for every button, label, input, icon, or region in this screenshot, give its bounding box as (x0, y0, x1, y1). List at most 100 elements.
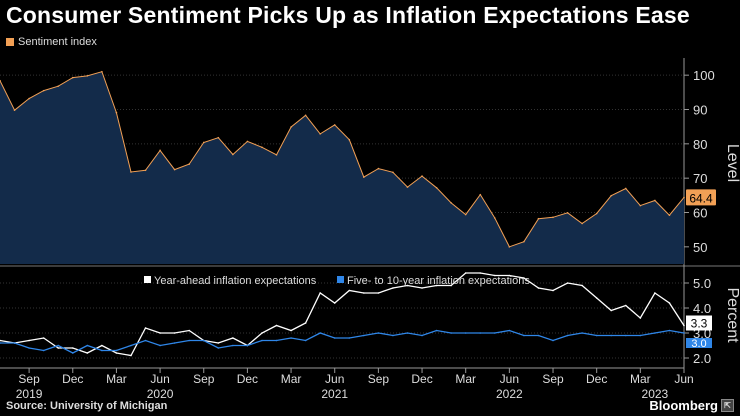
sentiment-point (28, 97, 30, 100)
sentiment-point (435, 186, 438, 189)
long-run-line-point (668, 329, 671, 332)
year-ahead-line-point (683, 324, 685, 327)
year-ahead-line-point (0, 339, 1, 342)
x-tick-label: Mar (455, 372, 476, 386)
sentiment-point (202, 141, 205, 144)
x-year-label: 2019 (16, 387, 43, 401)
year-ahead-line (0, 272, 685, 357)
year-ahead-line-point (173, 332, 176, 334)
sentiment-point (552, 216, 554, 219)
sentiment-value-tag (686, 189, 716, 206)
sentiment-point (0, 79, 1, 82)
year-ahead-line-point (581, 284, 583, 287)
year-ahead-line-point (57, 347, 60, 349)
year-ahead-line-point (333, 302, 336, 304)
year-ahead-value-label: 3.3 (691, 317, 708, 331)
long-run-line-point (13, 342, 16, 344)
long-run-line-point (86, 344, 89, 347)
x-tick-label: Sep (193, 372, 215, 386)
y-tick-label: 2.0 (693, 351, 711, 366)
long-run-line-point (450, 332, 452, 334)
sentiment-point (115, 111, 118, 114)
x-tick-label: Jun (500, 372, 519, 386)
sentiment-point (479, 193, 482, 196)
year-ahead-line-point (42, 337, 45, 339)
year-ahead-line-point (377, 292, 380, 294)
x-year-label: 2020 (147, 387, 174, 401)
year-ahead-line-point (28, 339, 30, 342)
year-ahead-line-point (450, 284, 452, 287)
sentiment-point (450, 202, 452, 204)
year-ahead-line-point (217, 342, 220, 344)
sentiment-point (188, 163, 190, 165)
sentiment-point (71, 76, 74, 79)
long-run-line-point (581, 332, 583, 334)
sentiment-point (610, 194, 613, 197)
year-ahead-line-point (668, 302, 671, 304)
x-year-label: 2022 (496, 387, 523, 401)
long-run-line-point (246, 344, 249, 347)
x-tick-label: Dec (62, 372, 83, 386)
sentiment-line (0, 71, 685, 248)
brand-name: Bloomberg (649, 398, 718, 413)
sentiment-point (683, 196, 685, 199)
long-run-line-point (290, 337, 292, 339)
bottom-legend-swatch (144, 276, 151, 283)
y-tick-label: 5.0 (693, 276, 711, 291)
year-ahead-line-point (144, 327, 147, 329)
long-run-line-point (566, 334, 569, 337)
year-ahead-line-point (435, 284, 438, 287)
x-tick-label: Jun (325, 372, 344, 386)
year-ahead-line-point (421, 287, 423, 289)
y-tick-label: 50 (693, 240, 707, 255)
long-run-line-point (42, 349, 45, 352)
year-ahead-line-point (624, 304, 627, 307)
long-run-line-point (232, 344, 234, 347)
year-ahead-line-point (654, 292, 656, 294)
year-ahead-line-point (130, 354, 132, 357)
year-ahead-line-point (71, 347, 74, 349)
chart-title: Consumer Sentiment Picks Up as Inflation… (6, 2, 690, 28)
year-ahead-line-point (552, 289, 554, 292)
sentiment-point (217, 136, 220, 139)
long-run-line-point (624, 334, 627, 337)
year-ahead-line-point (188, 329, 190, 332)
year-ahead-line-point (319, 292, 321, 294)
x-tick-label: Sep (368, 372, 390, 386)
year-ahead-line-point (610, 309, 613, 312)
long-run-line-point (464, 332, 467, 334)
x-tick-label: Sep (18, 372, 40, 386)
year-ahead-line-point (494, 274, 496, 277)
sentiment-point (319, 133, 321, 135)
long-run-line-point (115, 349, 118, 352)
year-ahead-line-point (348, 289, 351, 292)
sentiment-point (392, 171, 394, 174)
long-run-line-point (639, 334, 642, 337)
sentiment-point (494, 217, 496, 219)
year-ahead-line-point (290, 329, 292, 332)
sentiment-point (13, 109, 16, 111)
sentiment-point (421, 175, 423, 177)
long-run-line-point (537, 334, 540, 337)
sentiment-point (624, 187, 627, 190)
x-tick-label: Dec (586, 372, 607, 386)
long-run-line-point (275, 339, 278, 342)
long-run-line-point (188, 339, 190, 342)
sentiment-point (173, 168, 176, 171)
sentiment-point (275, 154, 278, 156)
long-run-line-point (261, 339, 263, 342)
year-ahead-line-point (508, 274, 511, 277)
long-run-value-tag (686, 338, 712, 348)
long-run-line-point (392, 334, 394, 337)
long-run-line-point (377, 332, 380, 334)
x-tick-label: Jun (674, 372, 693, 386)
long-run-line-point (130, 344, 132, 347)
year-ahead-line-point (261, 332, 263, 334)
sentiment-point (290, 126, 292, 128)
year-ahead-line-point (115, 352, 118, 354)
sentiment-point (406, 186, 409, 188)
long-run-line-point (144, 339, 147, 342)
sentiment-point (159, 149, 161, 152)
long-run-line-point (0, 342, 1, 344)
